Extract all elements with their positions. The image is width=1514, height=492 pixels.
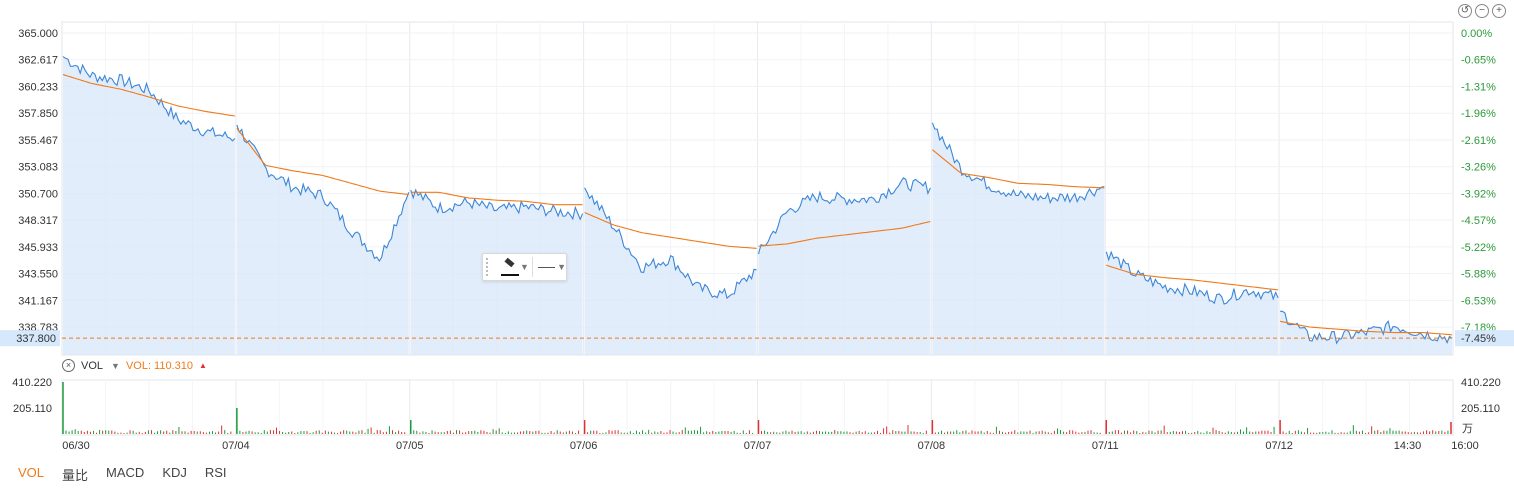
current-percent-label: -7.45% (1461, 333, 1496, 345)
price-tick-label: 348.317 (18, 215, 58, 227)
price-tick-label: 343.550 (18, 269, 58, 281)
chevron-down-icon[interactable]: ▼ (557, 262, 566, 272)
current-price-badge (0, 330, 60, 347)
pen-tool-icon[interactable] (499, 257, 519, 277)
tab-volume-ratio[interactable]: 量比 (62, 468, 89, 483)
current-percent-badge (1455, 330, 1514, 347)
average-line (932, 149, 1105, 189)
percent-tick-label: -0.65% (1461, 55, 1496, 67)
percent-tick-label: -6.53% (1461, 295, 1496, 307)
vol-header: × VOL ▼ VOL: 110.310 ▲ (62, 359, 207, 372)
tab-rsi[interactable]: RSI (204, 465, 227, 480)
percent-tick-label: -2.61% (1461, 135, 1496, 147)
price-area (63, 56, 1452, 355)
price-tick-label: 341.167 (18, 295, 58, 307)
minus-circle-icon[interactable]: − (1475, 4, 1489, 18)
percent-tick-label: -5.22% (1461, 242, 1496, 254)
price-tick-label: 355.467 (18, 135, 58, 147)
average-line (236, 128, 409, 196)
percent-tick-label: -1.31% (1461, 81, 1496, 93)
current-price-label: 337.800 (16, 333, 56, 345)
close-icon[interactable]: × (62, 359, 75, 372)
price-line (1105, 250, 1279, 305)
stock-chart[interactable]: 365.000 0.00% 362.617 -0.65% 360.233 -1.31% 35… (0, 0, 1514, 462)
price-line (236, 124, 410, 263)
line-style-selector[interactable] (537, 266, 556, 268)
average-line (62, 73, 235, 117)
price-line (410, 188, 584, 221)
price-line (931, 122, 1105, 205)
vol-value: VOL: 110.310 (125, 359, 194, 372)
volume-tick-label: 205.110 (1461, 403, 1500, 415)
volume-tick-label: 410.220 (1461, 377, 1501, 389)
price-line (1280, 310, 1453, 345)
date-label: 07/05 (396, 440, 424, 452)
chevron-down-icon[interactable]: ▼ (519, 262, 529, 272)
time-label: 14:30 (1394, 440, 1422, 452)
drag-handle[interactable] (486, 258, 495, 276)
date-label: 07/07 (744, 440, 772, 452)
price-line (584, 187, 757, 300)
volume-tick-label: 205.110 (13, 403, 52, 415)
average-line (1279, 320, 1453, 336)
percent-tick-label: -3.26% (1461, 162, 1496, 174)
date-label: 07/11 (1092, 440, 1119, 452)
percent-tick-label: -3.92% (1461, 188, 1496, 200)
price-tick-label: 357.850 (18, 108, 58, 120)
price-line (757, 177, 931, 255)
average-line (410, 191, 583, 206)
up-arrow-icon: ▲ (199, 361, 207, 370)
date-label: 07/12 (1265, 440, 1293, 452)
price-tick-label: 360.233 (18, 81, 58, 93)
average-line (758, 220, 931, 247)
drawing-toolbox: ▼ ▼ (482, 253, 567, 281)
price-tick-label: 345.933 (18, 242, 58, 254)
average-line (1106, 264, 1279, 291)
price-tick-label: 362.617 (18, 55, 58, 67)
volume-unit: 万 (1462, 423, 1473, 435)
average-line (584, 211, 757, 249)
date-label: 06/30 (62, 440, 90, 452)
percent-tick-label: -1.96% (1461, 108, 1496, 120)
percent-tick-label: -5.88% (1461, 269, 1496, 281)
price-tick-label: 365.000 (18, 28, 58, 40)
percent-tick-label: 0.00% (1461, 28, 1492, 40)
time-label: 16:00 (1451, 440, 1479, 452)
plus-circle-icon[interactable]: + (1492, 4, 1506, 18)
indicator-tabs: VOL 量比 MACD KDJ RSI (18, 465, 227, 484)
price-tick-label: 350.700 (18, 188, 58, 200)
toolbox-divider (531, 257, 533, 277)
price-tick-label: 353.083 (18, 162, 58, 174)
tab-macd[interactable]: MACD (106, 465, 145, 480)
zoom-controls: ↺ − + (1458, 4, 1506, 18)
price-line (62, 56, 236, 142)
vol-indicator-name[interactable]: VOL (81, 359, 104, 372)
undo-icon[interactable]: ↺ (1458, 4, 1472, 18)
date-label: 07/06 (570, 440, 598, 452)
chevron-down-icon[interactable]: ▼ (111, 360, 120, 371)
tab-vol[interactable]: VOL (18, 465, 45, 480)
date-label: 07/04 (222, 440, 250, 452)
volume-tick-label: 410.220 (12, 377, 52, 389)
tab-kdj[interactable]: KDJ (162, 465, 187, 480)
date-label: 07/08 (918, 440, 946, 452)
percent-tick-label: -4.57% (1461, 215, 1496, 227)
